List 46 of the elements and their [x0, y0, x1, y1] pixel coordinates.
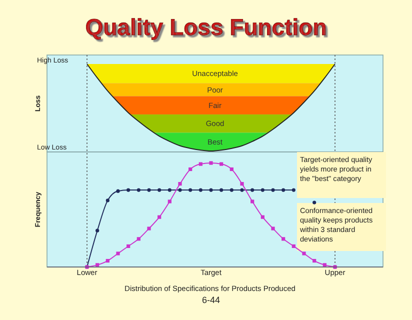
point — [188, 167, 192, 172]
text: 6-44 — [202, 295, 220, 305]
point — [178, 182, 182, 186]
point — [158, 215, 162, 219]
point — [292, 244, 296, 248]
point — [168, 200, 172, 204]
point — [158, 188, 162, 192]
point — [240, 188, 244, 192]
point — [302, 252, 306, 256]
point — [96, 263, 100, 267]
point — [198, 188, 202, 192]
point — [106, 198, 110, 202]
point — [292, 188, 296, 192]
point — [136, 237, 140, 241]
point — [250, 188, 254, 192]
point — [147, 188, 151, 192]
point — [322, 263, 326, 267]
chart-title: Quality Loss Function — [85, 14, 327, 40]
point — [282, 237, 286, 241]
point — [168, 188, 172, 192]
point — [260, 215, 264, 219]
point — [220, 188, 224, 192]
point — [126, 188, 130, 192]
point — [250, 200, 254, 204]
point — [209, 161, 213, 165]
point — [260, 188, 264, 192]
point — [209, 188, 213, 192]
point — [230, 188, 234, 192]
point — [178, 188, 182, 192]
point — [106, 258, 110, 263]
point — [116, 252, 120, 256]
point — [240, 182, 244, 186]
point — [126, 244, 130, 248]
point — [230, 167, 234, 172]
point — [147, 226, 151, 230]
point — [136, 188, 140, 192]
point — [116, 189, 120, 193]
point — [282, 188, 286, 192]
point — [220, 162, 224, 166]
point — [271, 188, 275, 192]
point — [198, 162, 202, 166]
point — [312, 200, 316, 204]
point — [312, 258, 316, 263]
point — [188, 188, 192, 192]
point — [96, 228, 100, 232]
point — [271, 226, 275, 230]
